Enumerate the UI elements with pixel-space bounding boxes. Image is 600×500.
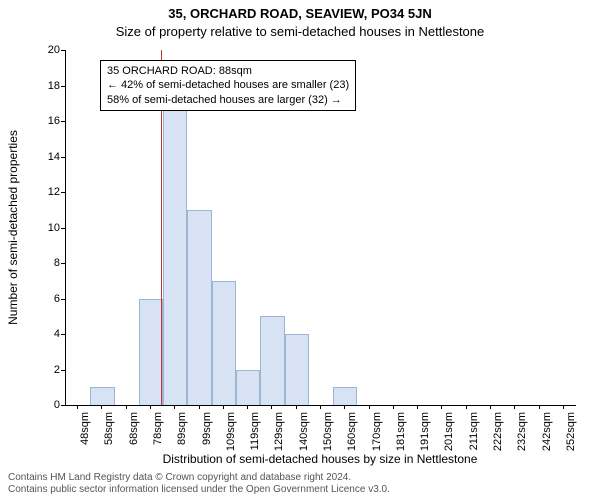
chart-title-description: Size of property relative to semi-detach… — [0, 24, 600, 39]
y-tick-label: 14 — [48, 151, 60, 163]
x-tick-label: 232sqm — [516, 412, 528, 456]
x-tick-mark — [199, 405, 200, 409]
x-tick-mark — [514, 405, 515, 409]
x-tick-mark — [271, 405, 272, 409]
histogram-bar — [163, 86, 187, 406]
histogram-bar — [187, 210, 211, 405]
y-tick-label: 16 — [48, 115, 60, 127]
y-tick-mark — [61, 370, 65, 371]
y-tick-mark — [61, 157, 65, 158]
x-tick-label: 58sqm — [103, 412, 115, 456]
footer-line-2: Contains public sector information licen… — [8, 484, 390, 496]
x-axis-label: Distribution of semi-detached houses by … — [65, 452, 575, 466]
y-tick-label: 12 — [48, 186, 60, 198]
annotation-larger: 58% of semi-detached houses are larger (… — [107, 93, 349, 107]
annotation-property-size: 35 ORCHARD ROAD: 88sqm — [107, 64, 349, 78]
x-tick-mark — [466, 405, 467, 409]
x-tick-label: 48sqm — [79, 412, 91, 456]
x-tick-label: 160sqm — [346, 412, 358, 456]
histogram-bar — [212, 281, 236, 405]
x-tick-mark — [344, 405, 345, 409]
y-tick-mark — [61, 299, 65, 300]
x-tick-label: 170sqm — [371, 412, 383, 456]
x-tick-label: 211sqm — [468, 412, 480, 456]
x-tick-mark — [101, 405, 102, 409]
y-tick-label: 20 — [48, 44, 60, 56]
y-tick-label: 6 — [54, 293, 60, 305]
x-tick-label: 181sqm — [395, 412, 407, 456]
y-tick-label: 10 — [48, 222, 60, 234]
histogram-bar — [236, 370, 260, 406]
histogram-bar — [333, 387, 357, 405]
y-tick-label: 18 — [48, 80, 60, 92]
x-tick-label: 242sqm — [541, 412, 553, 456]
x-tick-mark — [393, 405, 394, 409]
x-tick-mark — [417, 405, 418, 409]
x-tick-mark — [296, 405, 297, 409]
y-tick-label: 2 — [54, 364, 60, 376]
y-tick-mark — [61, 86, 65, 87]
x-tick-mark — [369, 405, 370, 409]
x-tick-label: 201sqm — [443, 412, 455, 456]
x-tick-label: 252sqm — [565, 412, 577, 456]
x-tick-label: 150sqm — [322, 412, 334, 456]
x-tick-mark — [563, 405, 564, 409]
x-tick-mark — [223, 405, 224, 409]
chart-title-address: 35, ORCHARD ROAD, SEAVIEW, PO34 5JN — [0, 6, 600, 21]
y-tick-mark — [61, 405, 65, 406]
x-tick-mark — [320, 405, 321, 409]
y-tick-mark — [61, 334, 65, 335]
x-tick-label: 222sqm — [492, 412, 504, 456]
y-tick-label: 8 — [54, 257, 60, 269]
x-tick-mark — [150, 405, 151, 409]
x-tick-label: 99sqm — [201, 412, 213, 456]
annotation-box: 35 ORCHARD ROAD: 88sqm ← 42% of semi-det… — [100, 60, 356, 111]
y-tick-mark — [61, 228, 65, 229]
y-tick-mark — [61, 50, 65, 51]
y-tick-label: 4 — [54, 328, 60, 340]
x-tick-mark — [77, 405, 78, 409]
property-size-chart: 35, ORCHARD ROAD, SEAVIEW, PO34 5JN Size… — [0, 0, 600, 500]
x-tick-mark — [126, 405, 127, 409]
x-tick-label: 140sqm — [298, 412, 310, 456]
x-tick-mark — [441, 405, 442, 409]
histogram-bar — [285, 334, 309, 405]
x-tick-label: 119sqm — [249, 412, 261, 456]
histogram-bar — [139, 299, 163, 406]
histogram-bar — [90, 387, 114, 405]
y-tick-label: 0 — [54, 399, 60, 411]
y-tick-mark — [61, 192, 65, 193]
x-tick-label: 89sqm — [176, 412, 188, 456]
y-tick-mark — [61, 121, 65, 122]
x-tick-label: 68sqm — [128, 412, 140, 456]
footer-attribution: Contains HM Land Registry data © Crown c… — [8, 472, 390, 496]
y-tick-mark — [61, 263, 65, 264]
x-tick-label: 191sqm — [419, 412, 431, 456]
x-tick-mark — [490, 405, 491, 409]
x-tick-label: 78sqm — [152, 412, 164, 456]
annotation-smaller: ← 42% of semi-detached houses are smalle… — [107, 78, 349, 92]
x-tick-label: 109sqm — [225, 412, 237, 456]
x-tick-mark — [247, 405, 248, 409]
histogram-bar — [260, 316, 284, 405]
y-axis-label: Number of semi-detached properties — [6, 50, 20, 405]
x-tick-label: 129sqm — [273, 412, 285, 456]
x-tick-mark — [539, 405, 540, 409]
footer-line-1: Contains HM Land Registry data © Crown c… — [8, 472, 390, 484]
x-tick-mark — [174, 405, 175, 409]
